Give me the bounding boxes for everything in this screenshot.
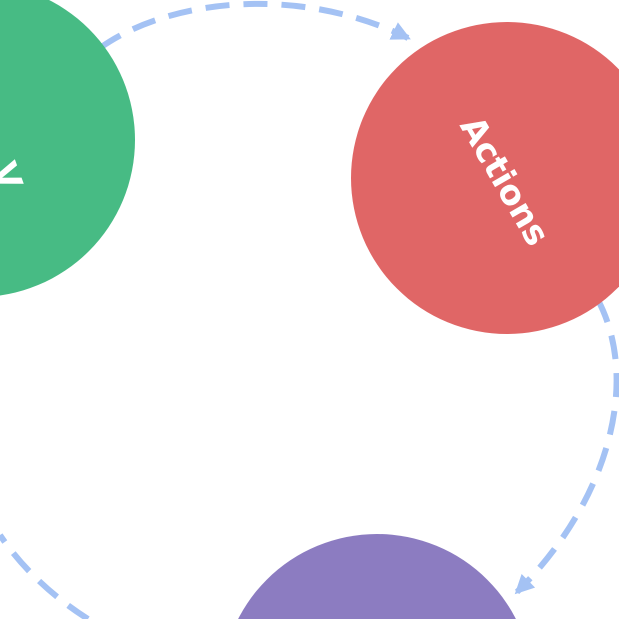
edge-actions-to-purple bbox=[514, 298, 619, 595]
node-actions-circle bbox=[351, 22, 619, 334]
edge-green-to-actions bbox=[98, 0, 411, 51]
node-actions: Actions bbox=[351, 22, 619, 334]
node-purple-circle bbox=[238, 534, 516, 619]
edge-purple-to-green bbox=[0, 533, 90, 619]
node-green: V bbox=[0, 0, 135, 296]
node-purple bbox=[238, 534, 516, 619]
node-green-circle bbox=[0, 0, 135, 296]
